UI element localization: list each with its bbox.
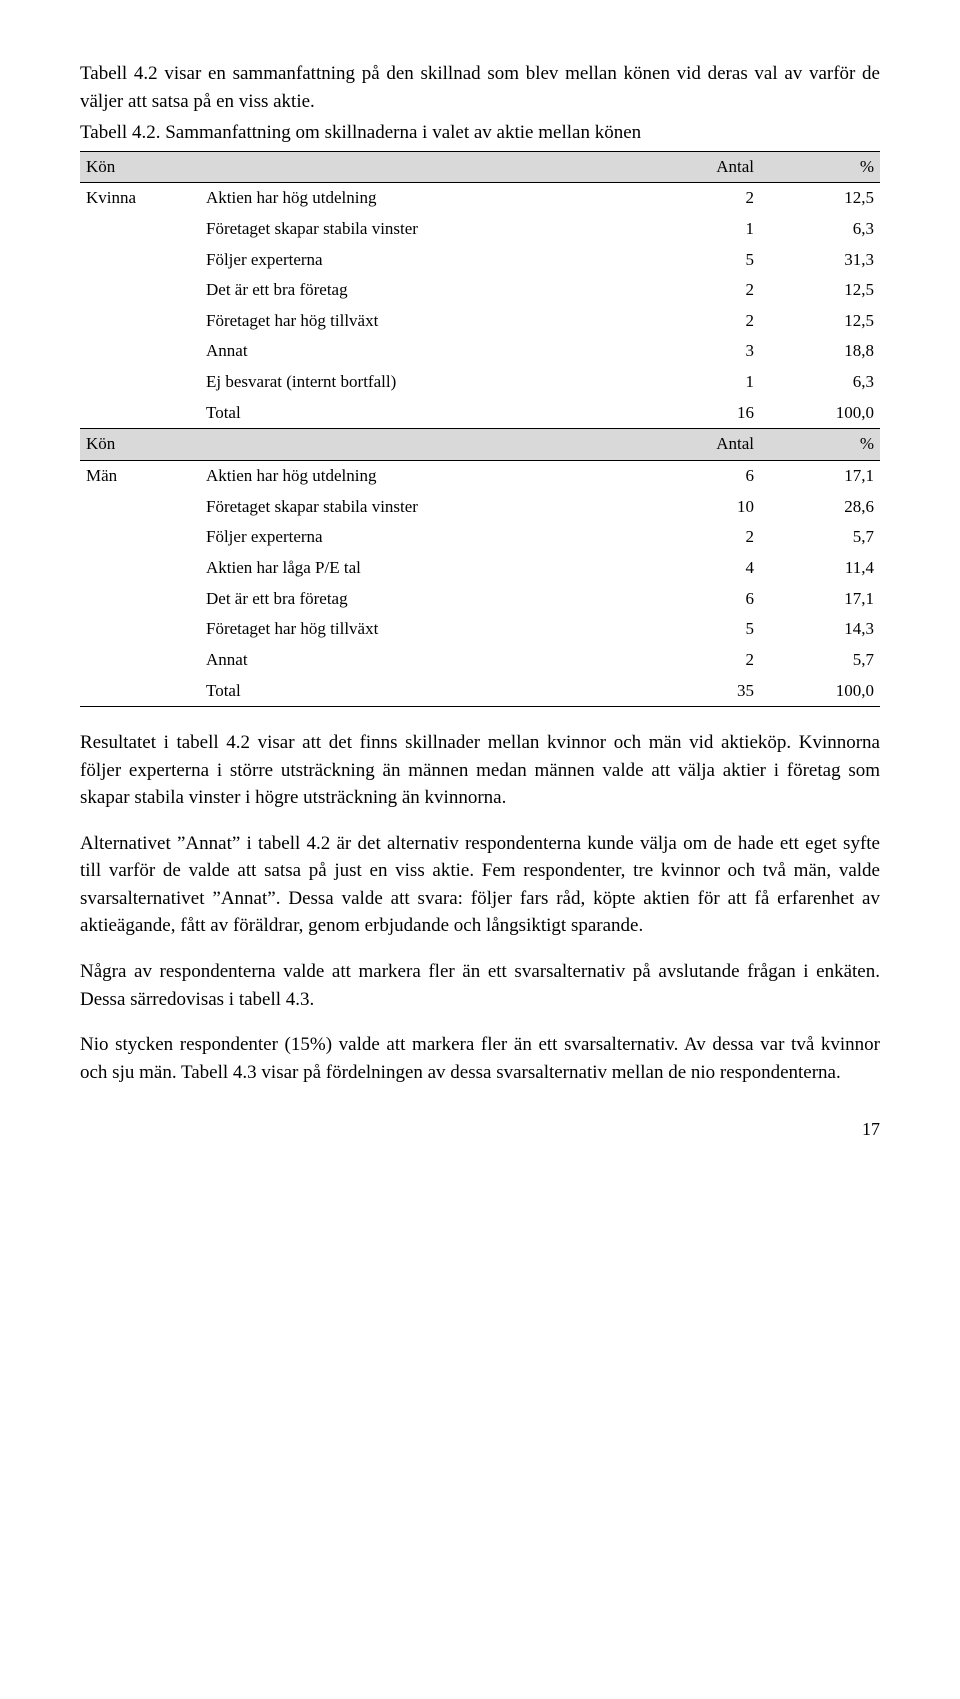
row-label: Aktien har hög utdelning: [200, 183, 640, 214]
table-row: Annat 2 5,7: [80, 645, 880, 676]
table-row: Aktien har låga P/E tal 4 11,4: [80, 553, 880, 584]
header-antal: Antal: [640, 429, 760, 461]
row-p: 5,7: [760, 645, 880, 676]
row-label: Företaget har hög tillväxt: [200, 306, 640, 337]
row-n: 2: [640, 522, 760, 553]
body-paragraph: Några av respondenterna valde att marker…: [80, 958, 880, 1013]
row-n: 10: [640, 492, 760, 523]
row-p: 12,5: [760, 306, 880, 337]
row-p: 18,8: [760, 336, 880, 367]
table-row: Annat 3 18,8: [80, 336, 880, 367]
row-p: 17,1: [760, 461, 880, 492]
row-label: Total: [200, 398, 640, 429]
row-p: 17,1: [760, 584, 880, 615]
row-n: 2: [640, 645, 760, 676]
row-n: 2: [640, 306, 760, 337]
table-row: Företaget har hög tillväxt 2 12,5: [80, 306, 880, 337]
row-n: 4: [640, 553, 760, 584]
group-label: Kvinna: [80, 183, 200, 214]
row-label: Total: [200, 676, 640, 707]
body-paragraph: Nio stycken respondenter (15%) valde att…: [80, 1031, 880, 1086]
table-header-row: Kön Antal %: [80, 151, 880, 183]
row-label: Företaget har hög tillväxt: [200, 614, 640, 645]
table-row: Företaget skapar stabila vinster 1 6,3: [80, 214, 880, 245]
row-label: Det är ett bra företag: [200, 275, 640, 306]
body-paragraph: Resultatet i tabell 4.2 visar att det fi…: [80, 729, 880, 812]
row-n: 5: [640, 614, 760, 645]
row-p: 5,7: [760, 522, 880, 553]
table-row: Det är ett bra företag 2 12,5: [80, 275, 880, 306]
row-n: 35: [640, 676, 760, 707]
table-4-2: Kön Antal % Kvinna Aktien har hög utdeln…: [80, 151, 880, 708]
row-label: Annat: [200, 645, 640, 676]
group-label: Män: [80, 461, 200, 492]
row-n: 6: [640, 584, 760, 615]
row-p: 100,0: [760, 398, 880, 429]
row-n: 16: [640, 398, 760, 429]
table-row: Följer experterna 5 31,3: [80, 245, 880, 276]
row-p: 28,6: [760, 492, 880, 523]
table-row: Total 16 100,0: [80, 398, 880, 429]
row-n: 3: [640, 336, 760, 367]
row-p: 12,5: [760, 183, 880, 214]
row-p: 31,3: [760, 245, 880, 276]
table-caption: Tabell 4.2. Sammanfattning om skillnader…: [80, 119, 880, 147]
table-row: Män Aktien har hög utdelning 6 17,1: [80, 461, 880, 492]
header-kon: Kön: [80, 429, 200, 461]
table-row: Företaget har hög tillväxt 5 14,3: [80, 614, 880, 645]
row-label: Följer experterna: [200, 522, 640, 553]
row-label: Följer experterna: [200, 245, 640, 276]
row-label: Annat: [200, 336, 640, 367]
row-p: 11,4: [760, 553, 880, 584]
row-n: 2: [640, 183, 760, 214]
table-row: Företaget skapar stabila vinster 10 28,6: [80, 492, 880, 523]
row-n: 1: [640, 367, 760, 398]
header-pct: %: [760, 151, 880, 183]
row-n: 1: [640, 214, 760, 245]
row-n: 5: [640, 245, 760, 276]
table-row: Ej besvarat (internt bortfall) 1 6,3: [80, 367, 880, 398]
table-row: Följer experterna 2 5,7: [80, 522, 880, 553]
intro-paragraph: Tabell 4.2 visar en sammanfattning på de…: [80, 60, 880, 115]
row-label: Ej besvarat (internt bortfall): [200, 367, 640, 398]
page-number: 17: [80, 1116, 880, 1142]
table-header-row: Kön Antal %: [80, 429, 880, 461]
row-label: Aktien har låga P/E tal: [200, 553, 640, 584]
table-row: Det är ett bra företag 6 17,1: [80, 584, 880, 615]
row-label: Det är ett bra företag: [200, 584, 640, 615]
header-antal: Antal: [640, 151, 760, 183]
row-p: 14,3: [760, 614, 880, 645]
row-p: 100,0: [760, 676, 880, 707]
body-paragraph: Alternativet ”Annat” i tabell 4.2 är det…: [80, 830, 880, 940]
row-label: Aktien har hög utdelning: [200, 461, 640, 492]
row-label: Företaget skapar stabila vinster: [200, 492, 640, 523]
row-n: 6: [640, 461, 760, 492]
row-p: 6,3: [760, 367, 880, 398]
header-kon: Kön: [80, 151, 200, 183]
row-p: 12,5: [760, 275, 880, 306]
table-row: Total 35 100,0: [80, 676, 880, 707]
row-n: 2: [640, 275, 760, 306]
row-label: Företaget skapar stabila vinster: [200, 214, 640, 245]
header-pct: %: [760, 429, 880, 461]
table-row: Kvinna Aktien har hög utdelning 2 12,5: [80, 183, 880, 214]
row-p: 6,3: [760, 214, 880, 245]
